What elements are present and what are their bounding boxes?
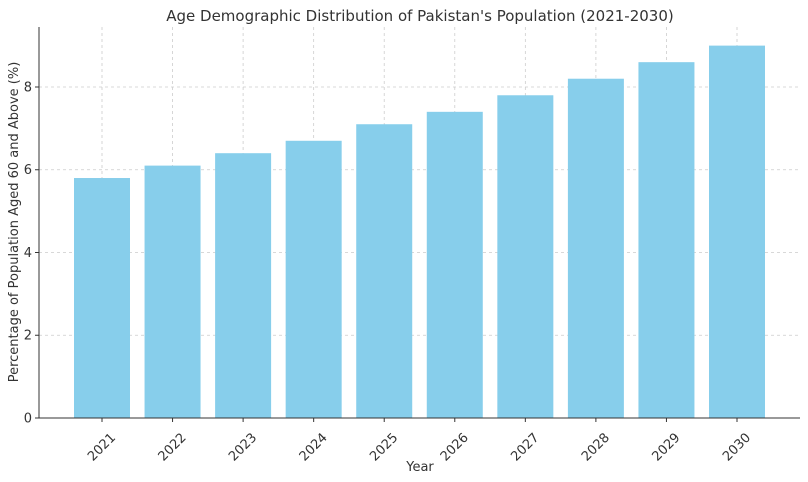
x-tick-label: 2028 xyxy=(579,430,613,464)
x-tick-label: 2025 xyxy=(367,430,401,464)
bar-2021 xyxy=(74,178,130,418)
x-axis-label: Year xyxy=(405,460,434,475)
bar-2026 xyxy=(426,111,483,419)
bar-2029 xyxy=(638,62,695,418)
bar-2022 xyxy=(144,165,201,418)
bar-2027 xyxy=(497,95,554,419)
axes xyxy=(38,27,800,419)
y-axis-label: Percentage of Population Aged 60 and Abo… xyxy=(7,62,22,383)
x-tick-label: 2029 xyxy=(649,430,683,464)
y-ticks: 0 2 4 6 8 xyxy=(24,80,39,427)
x-tick-label: 2027 xyxy=(508,430,542,464)
bar-2028 xyxy=(567,78,624,418)
bars xyxy=(74,45,765,419)
x-tick-label: 2021 xyxy=(85,430,119,464)
x-tick-label: 2022 xyxy=(156,430,190,464)
y-tick-label: 6 xyxy=(24,163,32,178)
bar-2023 xyxy=(215,153,272,418)
bar-2030 xyxy=(709,45,765,418)
y-tick-label: 4 xyxy=(24,246,32,261)
y-tick-label: 0 xyxy=(24,412,32,427)
y-tick-label: 8 xyxy=(24,80,32,95)
x-tick-label: 2023 xyxy=(226,430,260,464)
x-ticks: 2021 2022 2023 2024 2025 2026 2027 2028 2029 2030 xyxy=(85,418,754,464)
x-tick-label: 2030 xyxy=(720,430,754,464)
x-tick-label: 2026 xyxy=(438,430,472,464)
bar-2024 xyxy=(285,140,342,418)
x-tick-label: 2024 xyxy=(297,430,331,464)
bar-2025 xyxy=(356,124,413,419)
chart-title: Age Demographic Distribution of Pakistan… xyxy=(166,7,674,25)
y-tick-label: 2 xyxy=(24,329,32,344)
